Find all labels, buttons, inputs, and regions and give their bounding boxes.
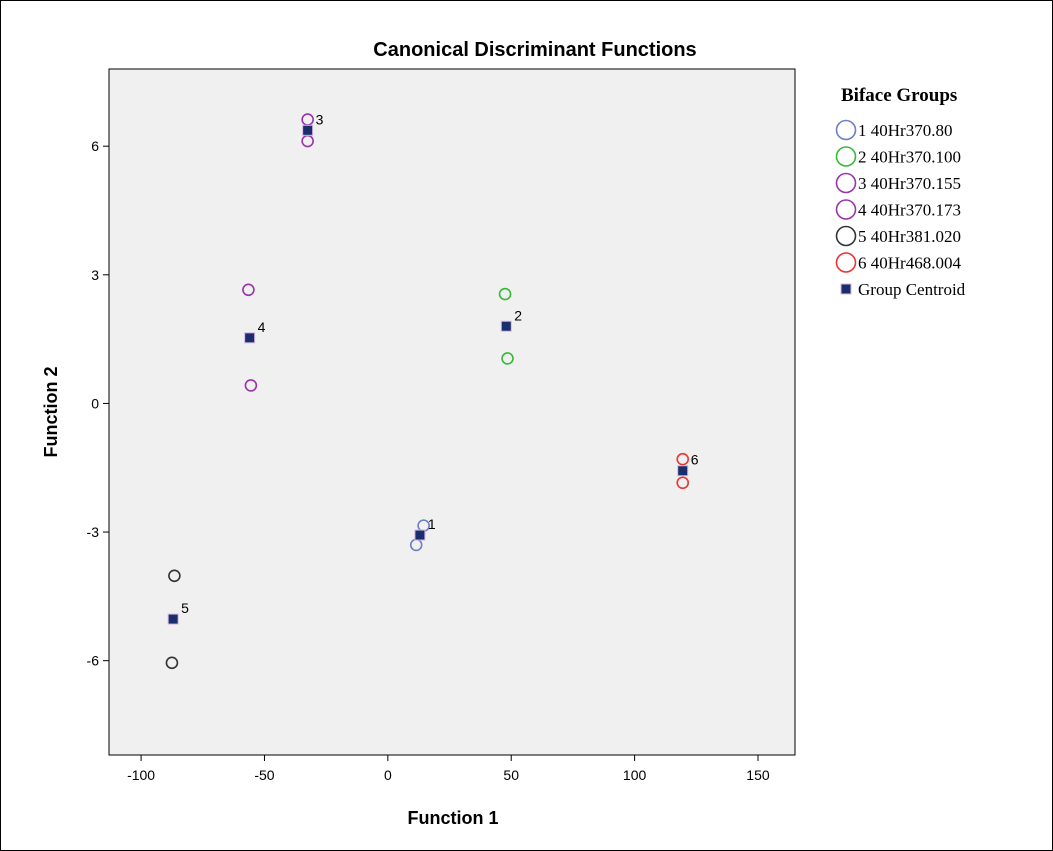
legend-marker [835,146,857,167]
legend-marker [835,252,857,273]
group-centroid-marker [302,124,314,136]
data-point-group-2 [498,287,512,301]
x-tick-label: 50 [503,767,519,783]
data-point-group-4 [242,283,255,297]
x-axis-label: Function 1 [408,808,499,828]
legend-label: 5 40Hr381.020 [858,227,961,246]
legend-title: Biface Groups [841,85,957,106]
centroid-label: 6 [691,452,699,468]
group-centroid-marker [167,613,179,625]
centroid-label: 3 [316,111,324,127]
plot-area [108,68,796,756]
y-tick-label: 0 [91,395,99,411]
data-point-group-5 [168,569,181,583]
x-tick-label: 100 [623,767,647,783]
group-centroid-marker [677,465,689,477]
group-centroid-marker [244,332,256,344]
centroid-markers: 1 2 3 4 5 6 [167,111,699,625]
legend-label: 1 40Hr370.80 [858,121,952,140]
centroid-label: 1 [428,516,436,532]
legend-marker [835,119,857,141]
y-tick-label: -6 [87,653,100,669]
legend-marker [835,172,857,194]
legend-marker [835,225,857,247]
y-tick-label: -3 [87,524,100,540]
x-axis-ticks: -100 -50 0 50 100 150 [127,755,770,783]
legend-centroid-marker [840,283,852,295]
x-tick-label: 0 [384,767,392,783]
chart-title: Canonical Discriminant Functions [373,39,696,61]
x-tick-label: -100 [127,767,155,783]
legend-label: 6 40Hr468.004 [858,254,961,273]
y-axis-ticks: -6 -3 0 3 6 [87,138,109,669]
legend-label: Group Centroid [858,280,966,299]
group-centroid-marker [414,529,426,541]
data-point-group-6 [676,452,690,466]
x-tick-label: -50 [254,767,274,783]
legend-label: 4 40Hr370.173 [858,201,961,220]
group-centroid-marker [500,320,512,332]
data-point-group-4 [244,379,258,392]
centroid-label: 5 [181,600,189,616]
legend: Biface Groups 1 40Hr370.80 2 40Hr370.100 3… [835,85,966,299]
legend-label: 2 40Hr370.100 [858,148,961,167]
y-tick-label: 6 [91,138,99,154]
data-point-group-5 [165,656,179,670]
legend-label: 3 40Hr370.155 [858,174,961,193]
y-tick-label: 3 [91,267,99,283]
centroid-label: 4 [258,319,266,335]
data-point-group-2 [501,352,514,365]
centroid-label: 2 [514,307,522,323]
legend-marker [835,199,857,220]
data-point-group-6 [676,476,690,490]
y-axis-label: Function 2 [41,367,61,458]
x-tick-label: 150 [746,767,770,783]
